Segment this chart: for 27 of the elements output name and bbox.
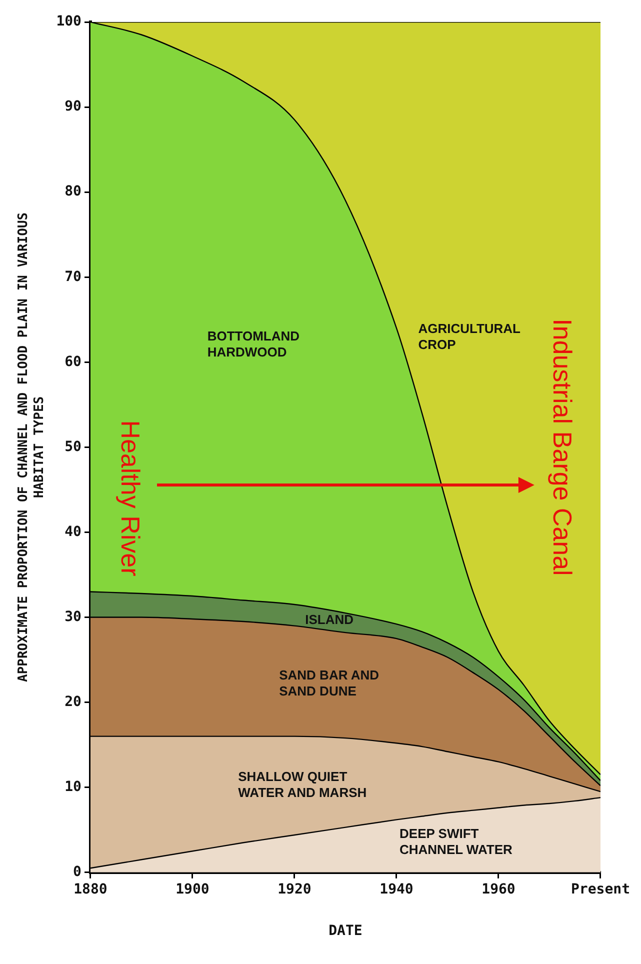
- y-tick-label: 20: [64, 694, 82, 710]
- series-label: SHALLOW QUIET WATER AND MARSH: [238, 768, 367, 800]
- series-label: BOTTOMLAND HARDWOOD: [207, 328, 300, 360]
- y-tick-label: 60: [64, 354, 82, 370]
- annotation: Healthy River: [115, 420, 146, 577]
- y-tick-label: 30: [64, 608, 82, 625]
- x-tick-label: 1960: [482, 881, 516, 898]
- y-tick-label: 50: [64, 438, 82, 455]
- x-tick-label: Present: [570, 881, 630, 898]
- x-tick-label: 1900: [176, 881, 210, 898]
- y-tick-label: 40: [64, 524, 82, 540]
- series-label: DEEP SWIFT CHANNEL WATER: [400, 826, 514, 857]
- y-axis-title: APPROXIMATE PROPORTION OF CHANNEL AND FLOOD PLAIN IN VARIOUS HABITAT TYPES: [16, 212, 47, 682]
- y-tick-label: 90: [64, 98, 82, 115]
- series-label: ISLAND: [305, 612, 354, 627]
- x-axis-title: DATE: [328, 923, 362, 940]
- y-tick-label: 80: [64, 184, 82, 200]
- x-tick-label: 1940: [380, 881, 414, 898]
- y-tick-label: 10: [64, 779, 82, 795]
- annotation: Industrial Barge Canal: [547, 318, 578, 576]
- series-label: SAND BAR AND SAND DUNE: [279, 668, 380, 699]
- y-tick-label: 100: [56, 14, 82, 30]
- y-tick-label: 70: [64, 268, 82, 285]
- y-tick-label: 0: [73, 864, 82, 880]
- x-tick-label: 1880: [74, 881, 108, 898]
- x-tick-label: 1920: [278, 881, 312, 898]
- series-label: AGRICULTURAL CROP: [418, 321, 521, 352]
